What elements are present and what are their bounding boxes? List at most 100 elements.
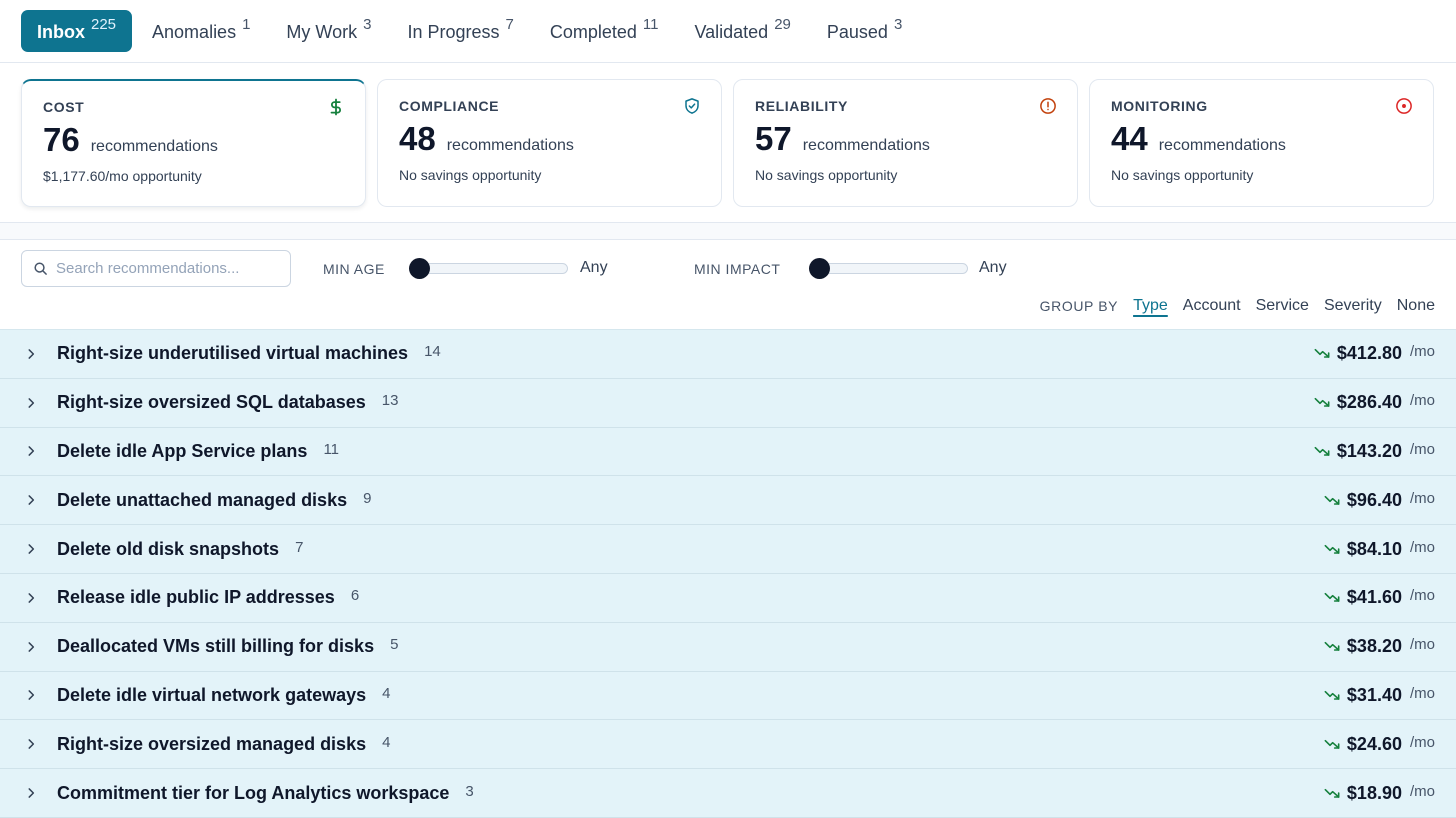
- group-row[interactable]: Right-size oversized SQL databases 13 $286…: [0, 378, 1456, 428]
- group-title: Right-size oversized SQL databases 13: [57, 392, 398, 413]
- tab-count: 29: [774, 16, 791, 33]
- tab-count: 1: [242, 16, 251, 33]
- tab-paused[interactable]: Paused 3: [811, 10, 918, 52]
- card-unit: recommendations: [802, 137, 930, 154]
- amount-period: /mo: [1409, 733, 1435, 751]
- tab-count: 11: [642, 16, 659, 33]
- trending-down-icon: [1324, 739, 1340, 749]
- tab-validated[interactable]: Validated 29: [678, 10, 806, 52]
- target-icon: [1396, 98, 1412, 114]
- search-icon: [34, 262, 47, 275]
- amount-value: $38.20: [1346, 636, 1402, 657]
- group-row[interactable]: Delete idle App Service plans 11 $143.20/m…: [0, 427, 1456, 477]
- dollar-icon: [330, 98, 341, 116]
- tab-inbox[interactable]: Inbox 225: [21, 10, 133, 52]
- tab-label: Validated: [694, 22, 769, 42]
- card-monitoring[interactable]: MONITORING 44 recommendations No savings…: [1089, 79, 1434, 207]
- card-compliance[interactable]: COMPLIANCE 48 recommendations No savings…: [377, 79, 722, 207]
- savings-amount: $41.60/mo: [1324, 587, 1435, 608]
- trending-down-icon: [1314, 398, 1330, 407]
- group-row[interactable]: Right-size oversized managed disks 4 $24.6…: [0, 720, 1456, 770]
- amount-value: $84.10: [1346, 538, 1402, 559]
- group-by-severity[interactable]: Severity: [1323, 297, 1382, 314]
- trending-down-icon: [1324, 642, 1340, 651]
- trending-down-icon: [1324, 690, 1340, 700]
- chevron-right-icon[interactable]: [24, 493, 38, 507]
- group-title: Delete unattached managed disks 9: [57, 490, 371, 511]
- card-opportunity: No savings opportunity: [755, 167, 898, 183]
- group-count: 11: [323, 440, 340, 458]
- group-title: Delete idle App Service plans 11: [57, 441, 339, 462]
- group-title-text: Right-size oversized SQL databases: [57, 392, 366, 413]
- tab-my-work[interactable]: My Work 3: [270, 10, 387, 52]
- group-row[interactable]: Delete old disk snapshots 7 $84.10/mo: [0, 525, 1456, 574]
- group-count: 3: [465, 782, 474, 800]
- card-cost[interactable]: COST 76 recommendations $1,177.60/mo opp…: [21, 79, 366, 207]
- card-opportunity: No savings opportunity: [1111, 167, 1254, 183]
- group-by-control: GROUP BY Type Account Service Severity N…: [1040, 297, 1435, 315]
- savings-amount: $31.40/mo: [1324, 685, 1435, 706]
- chevron-right-icon[interactable]: [24, 444, 38, 458]
- amount-value: $24.60: [1346, 733, 1402, 754]
- chevron-right-icon[interactable]: [24, 347, 38, 361]
- amount-value: $31.40: [1346, 684, 1402, 705]
- group-count: 7: [295, 538, 304, 556]
- trending-down-icon: [1314, 349, 1330, 359]
- amount-period: /mo: [1409, 392, 1435, 410]
- card-reliability[interactable]: RELIABILITY 57 recommendations No saving…: [733, 79, 1078, 207]
- amount-value: $143.20: [1336, 440, 1402, 461]
- chevron-right-icon[interactable]: [24, 640, 38, 654]
- group-title: Commitment tier for Log Analytics worksp…: [57, 783, 474, 804]
- chevron-right-icon[interactable]: [24, 786, 38, 800]
- group-row[interactable]: Delete unattached managed disks 9 $96.40/m…: [0, 476, 1456, 526]
- group-row[interactable]: Release idle public IP addresses 6 $41.60/…: [0, 573, 1456, 623]
- card-unit: recommendations: [1158, 137, 1286, 154]
- group-by-type[interactable]: Type: [1133, 297, 1168, 314]
- tab-label: Completed: [549, 22, 637, 42]
- tab-count: 3: [893, 16, 903, 33]
- min-age-label: MIN AGE: [323, 261, 385, 277]
- group-count: 9: [363, 489, 372, 507]
- min-impact-slider[interactable]: [809, 258, 968, 279]
- group-by-account[interactable]: Account: [1182, 297, 1241, 314]
- tab-completed[interactable]: Completed 11: [534, 10, 675, 52]
- chevron-right-icon[interactable]: [24, 542, 38, 556]
- chevron-right-icon[interactable]: [24, 737, 38, 751]
- amount-period: /mo: [1409, 489, 1435, 507]
- group-by-service[interactable]: Service: [1255, 297, 1309, 314]
- savings-amount: $412.80/mo: [1314, 343, 1435, 364]
- trending-down-icon: [1324, 495, 1340, 505]
- group-row[interactable]: Deallocated VMs still billing for disks 5…: [0, 622, 1456, 672]
- tab-anomalies[interactable]: Anomalies 1: [136, 10, 266, 52]
- group-row[interactable]: Delete idle virtual network gateways 4 $31…: [0, 671, 1456, 721]
- card-unit: recommendations: [90, 138, 218, 155]
- search-input[interactable]: [56, 260, 276, 277]
- group-row[interactable]: Commitment tier for Log Analytics worksp…: [0, 769, 1456, 818]
- savings-amount: $286.40/mo: [1314, 392, 1435, 413]
- amount-value: $412.80: [1336, 343, 1402, 364]
- group-title-text: Delete idle App Service plans: [57, 440, 308, 461]
- amount-period: /mo: [1409, 440, 1435, 458]
- search-box[interactable]: [21, 250, 291, 287]
- card-count: 48: [399, 120, 436, 157]
- tab-label: Anomalies: [152, 22, 237, 42]
- min-age-slider[interactable]: [409, 258, 568, 279]
- group-by-none[interactable]: None: [1396, 297, 1435, 314]
- slider-thumb[interactable]: [409, 258, 430, 279]
- savings-amount: $18.90/mo: [1324, 783, 1435, 804]
- slider-thumb[interactable]: [809, 258, 830, 279]
- savings-amount: $24.60/mo: [1324, 734, 1435, 755]
- group-count: 4: [382, 733, 391, 751]
- savings-amount: $84.10/mo: [1324, 539, 1435, 560]
- chevron-right-icon[interactable]: [24, 688, 38, 702]
- amount-period: /mo: [1409, 636, 1435, 654]
- group-row[interactable]: Right-size underutilised virtual machine…: [0, 330, 1456, 379]
- category-cards: COST 76 recommendations $1,177.60/mo opp…: [21, 79, 1434, 207]
- group-count: 13: [381, 392, 399, 410]
- tab-in-progress[interactable]: In Progress 7: [391, 10, 529, 52]
- chevron-right-icon[interactable]: [24, 591, 38, 605]
- status-tabs: Inbox 225 Anomalies 1 My Work 3 In Progr…: [0, 0, 1456, 63]
- section-divider: [0, 222, 1456, 240]
- group-count: 5: [390, 636, 399, 654]
- chevron-right-icon[interactable]: [24, 396, 38, 410]
